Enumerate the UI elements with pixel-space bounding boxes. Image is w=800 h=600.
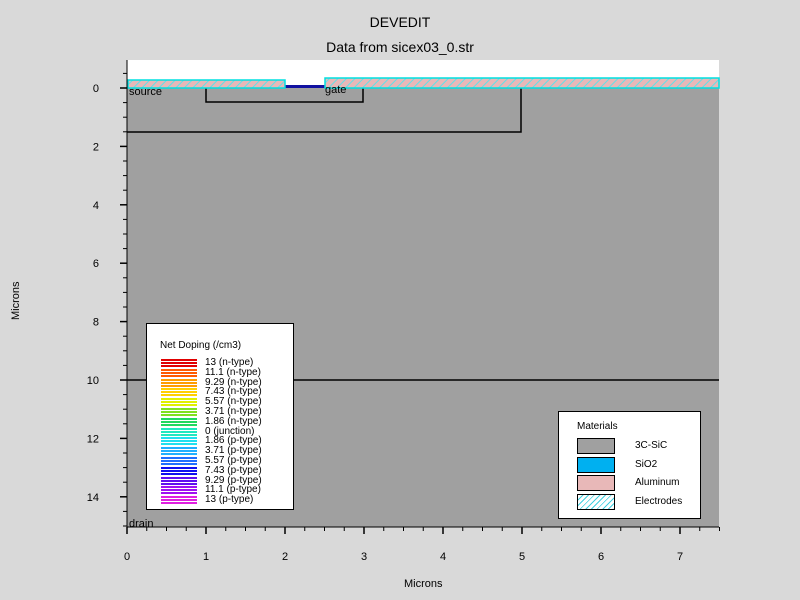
doping-color-swatch [161,447,197,456]
material-swatch [577,456,615,473]
doping-legend-label: 13 (p-type) [205,494,254,506]
y-tick-label-12: 12 [87,433,99,445]
doping-legend-entry: 11.1 (p-type) [161,485,261,495]
x-tick-label-5: 5 [519,551,525,563]
materials-legend-entry: 3C-SiC [577,438,667,454]
doping-legend: Net Doping (/cm3) 13 (n-type) 11.1 (n-typ… [146,323,294,510]
doping-color-swatch [161,466,197,475]
x-tick-label-3: 3 [361,551,367,563]
doping-color-swatch [161,359,197,367]
doping-legend-label: 7.43 (n-type) [205,386,262,398]
material-label: 3C-SiC [635,440,668,451]
doping-legend-label: 5.57 (n-type) [205,396,262,408]
doping-color-swatch [161,368,197,377]
doping-legend-entry: 1.86 (n-type) [161,415,262,427]
materials-legend-title: Materials [577,421,618,432]
doping-legend-label: 11.1 (n-type) [205,366,261,378]
doping-color-swatch [161,408,197,416]
doping-legend-label: 9.29 (n-type) [205,376,262,388]
doping-color-swatch [161,388,197,397]
materials-legend-entry: SiO2 [577,456,658,473]
doping-legend-entry: 1.86 (p-type) [161,436,262,446]
materials-legend-entry: Electrodes [577,493,683,510]
doping-legend-label: 9.29 (p-type) [205,474,262,486]
plot-title: DEVEDIT [369,14,431,30]
material-swatch [577,475,615,491]
well-boundary [127,88,522,133]
doping-legend-label: 3.71 (n-type) [205,406,262,417]
y-tick-label-6: 6 [93,258,99,270]
y-tick-label-14: 14 [87,492,99,504]
doping-legend-label: 7.43 (p-type) [205,464,262,476]
doping-legend-entry: 5.57 (p-type) [161,456,262,466]
doping-legend-entry: 13 (n-type) [161,358,253,368]
x-tick-label-0: 0 [124,551,130,563]
materials-legend-entry: Aluminum [577,475,679,491]
x-tick-label-7: 7 [677,551,683,563]
doping-legend-label: 3.71 (p-type) [205,445,262,457]
doping-legend-entry: 7.43 (p-type) [161,464,262,476]
doping-legend-label: 5.57 (p-type) [205,455,262,466]
doping-color-swatch [161,417,197,426]
doping-color-swatch [161,437,197,446]
doping-color-swatch [161,427,197,436]
doping-legend-label: 1.86 (n-type) [205,415,262,427]
y-tick-label-2: 2 [93,141,99,153]
doping-color-swatch [161,457,197,465]
doping-legend-entry: 9.29 (n-type) [161,376,262,388]
doping-legend-entry: 7.43 (n-type) [161,387,262,397]
material-swatch [577,493,615,510]
material-label: SiO2 [635,458,658,470]
doping-color-swatch [161,476,197,485]
doping-color-swatch [161,486,197,495]
gate-electrode [324,77,720,89]
source-label: source [129,86,162,98]
doping-color-swatch [161,398,197,407]
doping-legend-label: 1.86 (p-type) [205,435,262,447]
doping-color-swatch [161,496,197,505]
x-axis-label: Microns [404,578,443,590]
source-electrode [127,79,286,89]
materials-legend: Materials 3C-SiC SiO2 Aluminum Electrodes [558,411,701,519]
material-label: Electrodes [635,495,683,507]
x-tick-label-2: 2 [282,551,288,563]
doping-legend-label: 0 (junction) [205,425,255,437]
x-tick-label-1: 1 [203,551,209,563]
material-swatch [577,438,615,454]
material-label: Aluminum [635,477,680,488]
doping-legend-entry: 9.29 (p-type) [161,474,262,486]
source-implant-boundary [205,88,364,103]
plot-subtitle: Data from sicex03_0.str [326,39,474,55]
gate-label: gate [325,84,346,96]
doping-legend-entry: 3.71 (n-type) [161,407,262,417]
doping-legend-label: 13 (n-type) [205,357,254,368]
doping-legend-entry: 5.57 (n-type) [161,397,262,407]
doping-legend-entry: 11.1 (n-type) [161,366,261,378]
x-tick-label-6: 6 [598,551,604,563]
doping-color-swatch [161,378,197,387]
doping-legend-title: Net Doping (/cm3) [160,340,242,351]
doping-legend-entry: 0 (junction) [161,425,255,437]
drain-label: drain [129,518,153,530]
x-tick-label-4: 4 [440,551,446,563]
y-tick-label-0: 0 [93,83,99,95]
gate-oxide [285,85,325,88]
doping-legend-entry: 3.71 (p-type) [161,446,262,456]
y-tick-label-4: 4 [93,200,99,212]
doping-legend-label: 11.1 (p-type) [205,484,261,496]
y-tick-label-8: 8 [93,317,99,329]
y-tick-label-10: 10 [87,375,99,387]
doping-legend-entry: 13 (p-type) [161,495,253,505]
